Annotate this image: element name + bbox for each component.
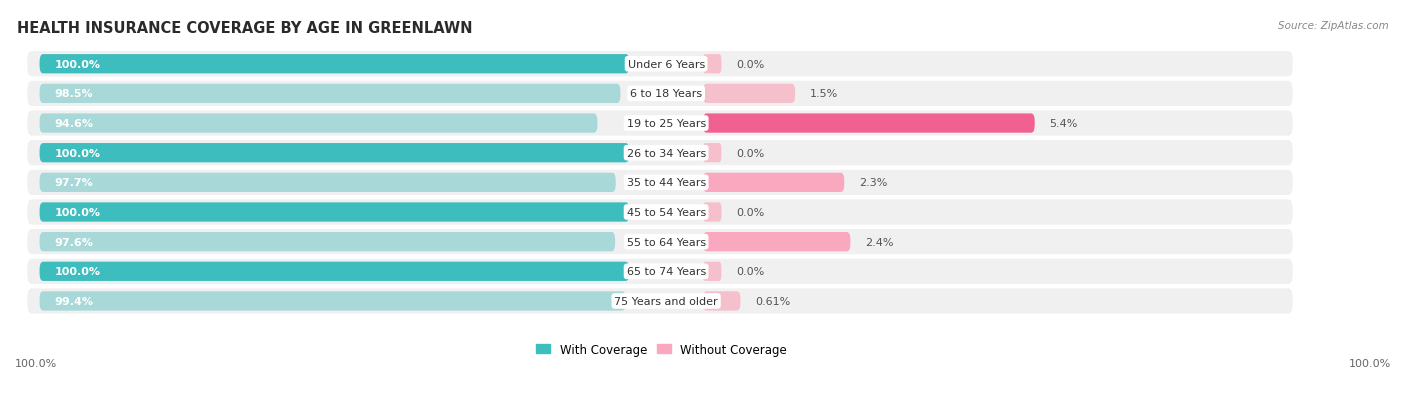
- Text: 100.0%: 100.0%: [55, 59, 100, 69]
- FancyBboxPatch shape: [703, 203, 721, 222]
- FancyBboxPatch shape: [27, 52, 1292, 77]
- FancyBboxPatch shape: [27, 200, 1292, 225]
- Text: 0.0%: 0.0%: [737, 267, 765, 277]
- Text: 2.4%: 2.4%: [865, 237, 894, 247]
- Text: 100.0%: 100.0%: [55, 148, 100, 158]
- Text: 0.61%: 0.61%: [755, 296, 790, 306]
- FancyBboxPatch shape: [703, 85, 796, 104]
- FancyBboxPatch shape: [703, 114, 1035, 133]
- FancyBboxPatch shape: [703, 292, 741, 311]
- Text: 19 to 25 Years: 19 to 25 Years: [627, 119, 706, 129]
- Text: 55 to 64 Years: 55 to 64 Years: [627, 237, 706, 247]
- FancyBboxPatch shape: [703, 55, 721, 74]
- Text: 100.0%: 100.0%: [1348, 358, 1391, 368]
- FancyBboxPatch shape: [39, 114, 598, 133]
- Text: 100.0%: 100.0%: [55, 267, 100, 277]
- Text: 0.0%: 0.0%: [737, 148, 765, 158]
- Text: 100.0%: 100.0%: [55, 207, 100, 218]
- Text: 94.6%: 94.6%: [55, 119, 93, 129]
- FancyBboxPatch shape: [39, 233, 616, 252]
- Text: 45 to 54 Years: 45 to 54 Years: [627, 207, 706, 218]
- FancyBboxPatch shape: [39, 85, 620, 104]
- Text: 98.5%: 98.5%: [55, 89, 93, 99]
- FancyBboxPatch shape: [39, 292, 626, 311]
- Text: 5.4%: 5.4%: [1049, 119, 1078, 129]
- Text: 0.0%: 0.0%: [737, 207, 765, 218]
- FancyBboxPatch shape: [703, 233, 851, 252]
- Text: Under 6 Years: Under 6 Years: [627, 59, 704, 69]
- FancyBboxPatch shape: [39, 203, 630, 222]
- FancyBboxPatch shape: [27, 82, 1292, 107]
- Text: 35 to 44 Years: 35 to 44 Years: [627, 178, 706, 188]
- Legend: With Coverage, Without Coverage: With Coverage, Without Coverage: [531, 338, 792, 361]
- FancyBboxPatch shape: [39, 55, 630, 74]
- FancyBboxPatch shape: [39, 262, 630, 281]
- FancyBboxPatch shape: [27, 141, 1292, 166]
- Text: 75 Years and older: 75 Years and older: [614, 296, 718, 306]
- Text: 26 to 34 Years: 26 to 34 Years: [627, 148, 706, 158]
- Text: 6 to 18 Years: 6 to 18 Years: [630, 89, 702, 99]
- FancyBboxPatch shape: [27, 111, 1292, 136]
- FancyBboxPatch shape: [39, 144, 630, 163]
- Text: 100.0%: 100.0%: [15, 358, 58, 368]
- FancyBboxPatch shape: [39, 173, 616, 192]
- FancyBboxPatch shape: [703, 144, 721, 163]
- FancyBboxPatch shape: [703, 262, 721, 281]
- Text: HEALTH INSURANCE COVERAGE BY AGE IN GREENLAWN: HEALTH INSURANCE COVERAGE BY AGE IN GREE…: [17, 21, 472, 36]
- FancyBboxPatch shape: [27, 259, 1292, 284]
- Text: 65 to 74 Years: 65 to 74 Years: [627, 267, 706, 277]
- Text: 97.7%: 97.7%: [55, 178, 93, 188]
- Text: 0.0%: 0.0%: [737, 59, 765, 69]
- Text: 97.6%: 97.6%: [55, 237, 93, 247]
- FancyBboxPatch shape: [27, 289, 1292, 314]
- Text: 2.3%: 2.3%: [859, 178, 887, 188]
- Text: 99.4%: 99.4%: [55, 296, 93, 306]
- FancyBboxPatch shape: [27, 230, 1292, 255]
- FancyBboxPatch shape: [703, 173, 844, 192]
- Text: 1.5%: 1.5%: [810, 89, 838, 99]
- FancyBboxPatch shape: [27, 170, 1292, 195]
- Text: Source: ZipAtlas.com: Source: ZipAtlas.com: [1278, 21, 1389, 31]
